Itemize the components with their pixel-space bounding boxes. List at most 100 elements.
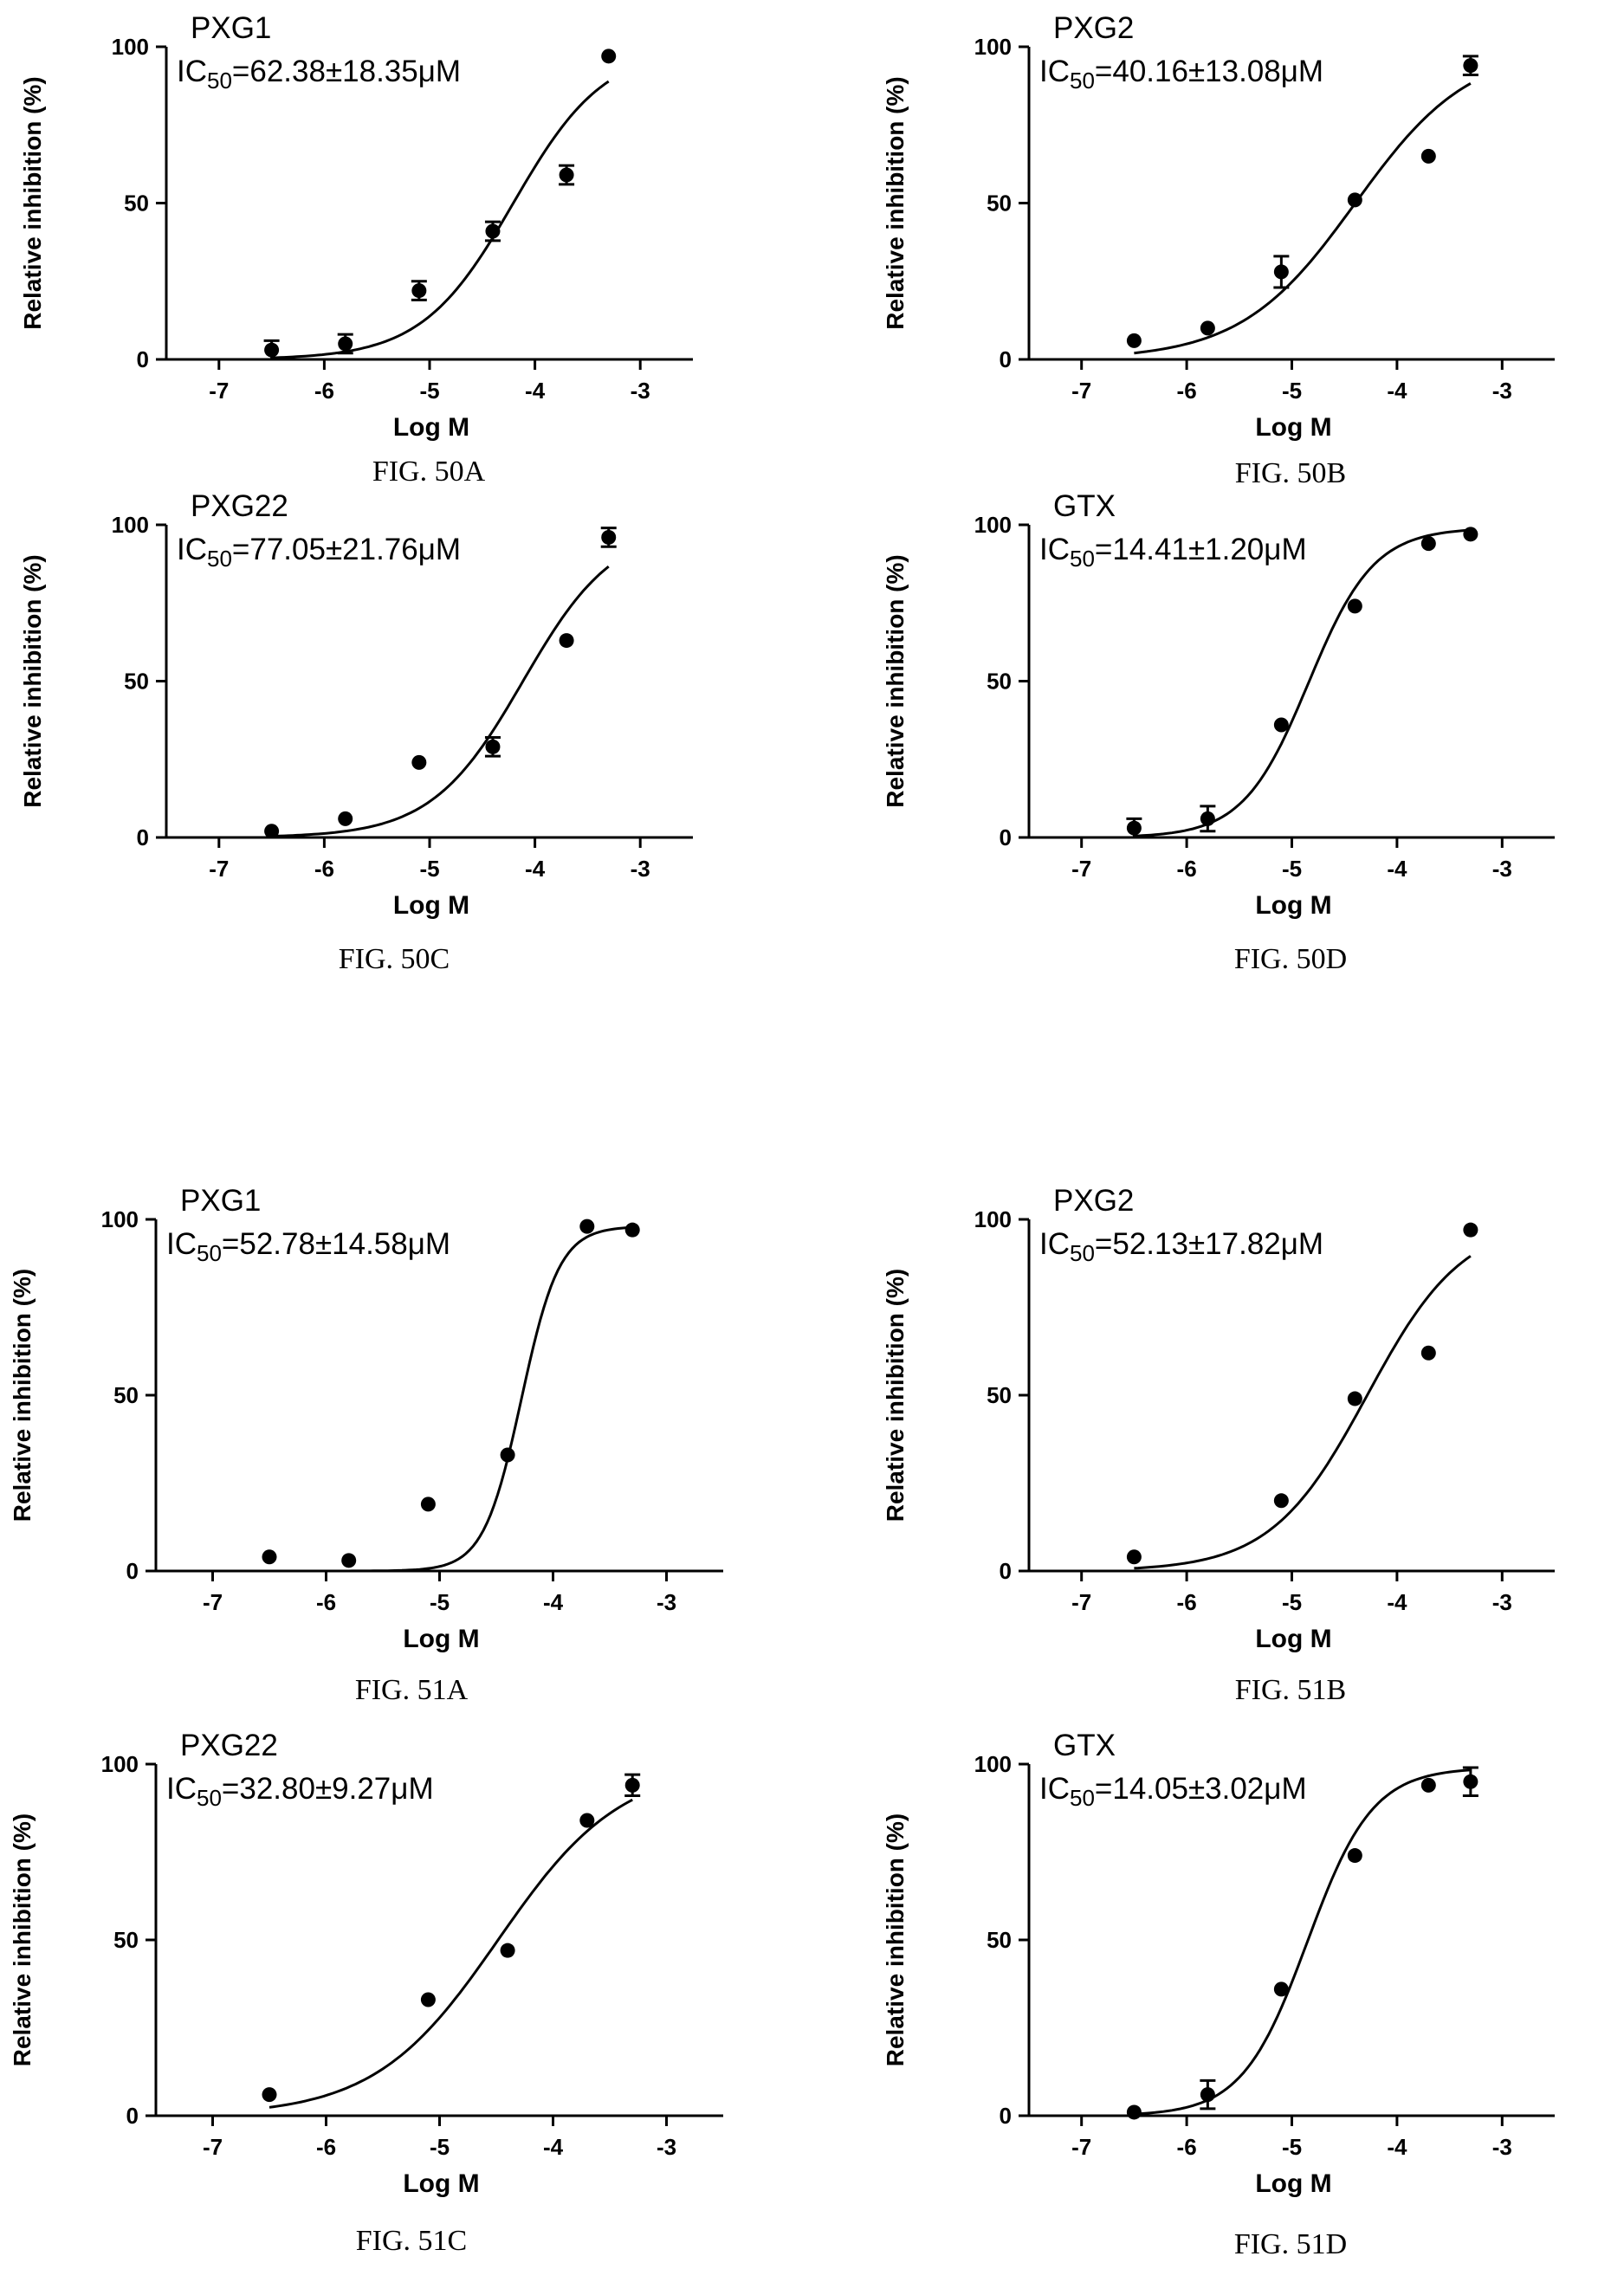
data-point — [579, 1813, 595, 1828]
x-tick-label: -6 — [316, 2134, 336, 2160]
x-tick-label: -6 — [1177, 1589, 1197, 1615]
x-tick-label: -6 — [1177, 378, 1197, 404]
data-point — [624, 1777, 640, 1793]
y-tick-label: 0 — [126, 1558, 139, 1584]
data-point — [264, 342, 280, 358]
panel-title: PXG22 — [180, 1729, 278, 1762]
x-tick-label: -6 — [314, 378, 334, 404]
x-axis-label: Log M — [1255, 1625, 1331, 1653]
data-point — [1126, 2104, 1142, 2120]
y-tick-label: 50 — [987, 669, 1012, 695]
chart-panel-1: 0 50 100 -7 -6 -5 -4 -3 Log M Relative inhibition… — [19, 11, 693, 488]
chart-panel-5: 0 50 100 -7 -6 -5 -4 -3 Log M Relative inhibition… — [9, 1184, 723, 1706]
data-point — [1463, 58, 1478, 74]
panel-title: PXG22 — [191, 489, 288, 523]
x-tick-label: -3 — [1492, 856, 1512, 882]
data-point — [420, 1992, 436, 2007]
x-axis-label: Log M — [403, 1625, 479, 1653]
x-axis-label: Log M — [403, 2169, 479, 2198]
x-tick-label: -4 — [543, 2134, 564, 2160]
data-point — [601, 529, 617, 545]
x-tick-label: -4 — [525, 856, 546, 882]
ic50-annotation: IC50=52.78±14.58μM — [166, 1227, 450, 1266]
y-axis-label: Relative inhibition (%) — [882, 1269, 909, 1522]
ic50-annotation: IC50=40.16±13.08μM — [1039, 55, 1323, 94]
ic50-annotation: IC50=52.13±17.82μM — [1039, 1227, 1323, 1266]
data-point — [1347, 598, 1362, 614]
fit-curve — [271, 80, 610, 359]
data-point — [1347, 1848, 1362, 1864]
panel-title: GTX — [1053, 1729, 1116, 1762]
chart-panel-8: 0 50 100 -7 -6 -5 -4 -3 Log M Relative inhibition… — [882, 1729, 1555, 2260]
y-axis-label: Relative inhibition (%) — [882, 554, 909, 807]
data-point — [420, 1497, 436, 1512]
panel-title: PXG1 — [180, 1184, 261, 1218]
x-tick-label: -7 — [209, 378, 229, 404]
x-tick-label: -4 — [1387, 856, 1407, 882]
chart-panel-3: 0 50 100 -7 -6 -5 -4 -3 Log M Relative inhibition… — [19, 489, 693, 975]
data-point — [500, 1447, 515, 1463]
data-point — [1463, 1774, 1478, 1789]
x-tick-label: -3 — [631, 856, 650, 882]
y-tick-label: 0 — [1000, 2103, 1012, 2129]
ic50-annotation: IC50=77.05±21.76μM — [177, 533, 461, 572]
x-tick-label: -7 — [209, 856, 229, 882]
ic50-annotation: IC50=14.05±3.02μM — [1039, 1772, 1307, 1811]
y-tick-label: 100 — [101, 1206, 139, 1232]
data-point — [1126, 1549, 1142, 1565]
x-tick-label: -4 — [543, 1589, 564, 1615]
data-point — [579, 1219, 595, 1234]
fit-curve — [1134, 82, 1472, 355]
data-point — [601, 48, 617, 64]
data-point — [411, 754, 427, 770]
fit-curve — [269, 1798, 633, 2109]
x-tick-label: -5 — [1282, 2134, 1302, 2160]
data-point — [1463, 527, 1478, 542]
x-tick-label: -5 — [430, 1589, 450, 1615]
data-point — [559, 633, 574, 649]
x-tick-label: -7 — [203, 1589, 223, 1615]
data-point — [1126, 333, 1142, 348]
panel-title: GTX — [1053, 489, 1116, 523]
x-tick-label: -7 — [1071, 378, 1091, 404]
data-point — [559, 167, 574, 183]
x-tick-label: -4 — [1387, 1589, 1407, 1615]
data-point — [338, 336, 353, 352]
data-point — [338, 811, 353, 826]
panel-title: PXG2 — [1053, 11, 1134, 45]
y-tick-label: 50 — [113, 1927, 139, 1953]
data-point — [262, 1549, 277, 1565]
y-tick-label: 0 — [126, 2103, 139, 2129]
chart-panel-6: 0 50 100 -7 -6 -5 -4 -3 Log M Relative inhibition… — [882, 1184, 1555, 1706]
figure-caption: FIG. 50C — [339, 943, 450, 975]
x-tick-label: -3 — [1492, 378, 1512, 404]
y-axis-label: Relative inhibition (%) — [9, 1813, 36, 2066]
fit-curve — [348, 1225, 633, 1573]
y-tick-label: 100 — [974, 1206, 1012, 1232]
data-point — [1347, 192, 1362, 208]
x-tick-label: -4 — [1387, 378, 1407, 404]
ic50-annotation: IC50=14.41±1.20μM — [1039, 533, 1307, 572]
y-tick-label: 100 — [112, 512, 149, 538]
y-tick-label: 50 — [987, 1382, 1012, 1408]
x-tick-label: -4 — [1387, 2134, 1407, 2160]
data-point — [264, 824, 280, 839]
y-axis-label: Relative inhibition (%) — [882, 76, 909, 329]
x-tick-label: -3 — [657, 1589, 676, 1615]
y-tick-label: 100 — [112, 34, 149, 60]
y-tick-label: 0 — [1000, 1558, 1012, 1584]
y-tick-label: 100 — [974, 512, 1012, 538]
y-tick-label: 0 — [137, 346, 149, 372]
ic50-annotation: IC50=62.38±18.35μM — [177, 55, 461, 94]
panel-title: PXG1 — [191, 11, 271, 45]
data-point — [1420, 1777, 1436, 1793]
data-point — [1273, 264, 1289, 280]
x-tick-label: -7 — [1071, 856, 1091, 882]
x-axis-label: Log M — [393, 891, 469, 920]
data-point — [624, 1222, 640, 1238]
fit-curve — [1134, 528, 1471, 837]
y-tick-label: 100 — [974, 34, 1012, 60]
figure-caption: FIG. 51B — [1235, 1674, 1346, 1706]
x-tick-label: -4 — [525, 378, 546, 404]
